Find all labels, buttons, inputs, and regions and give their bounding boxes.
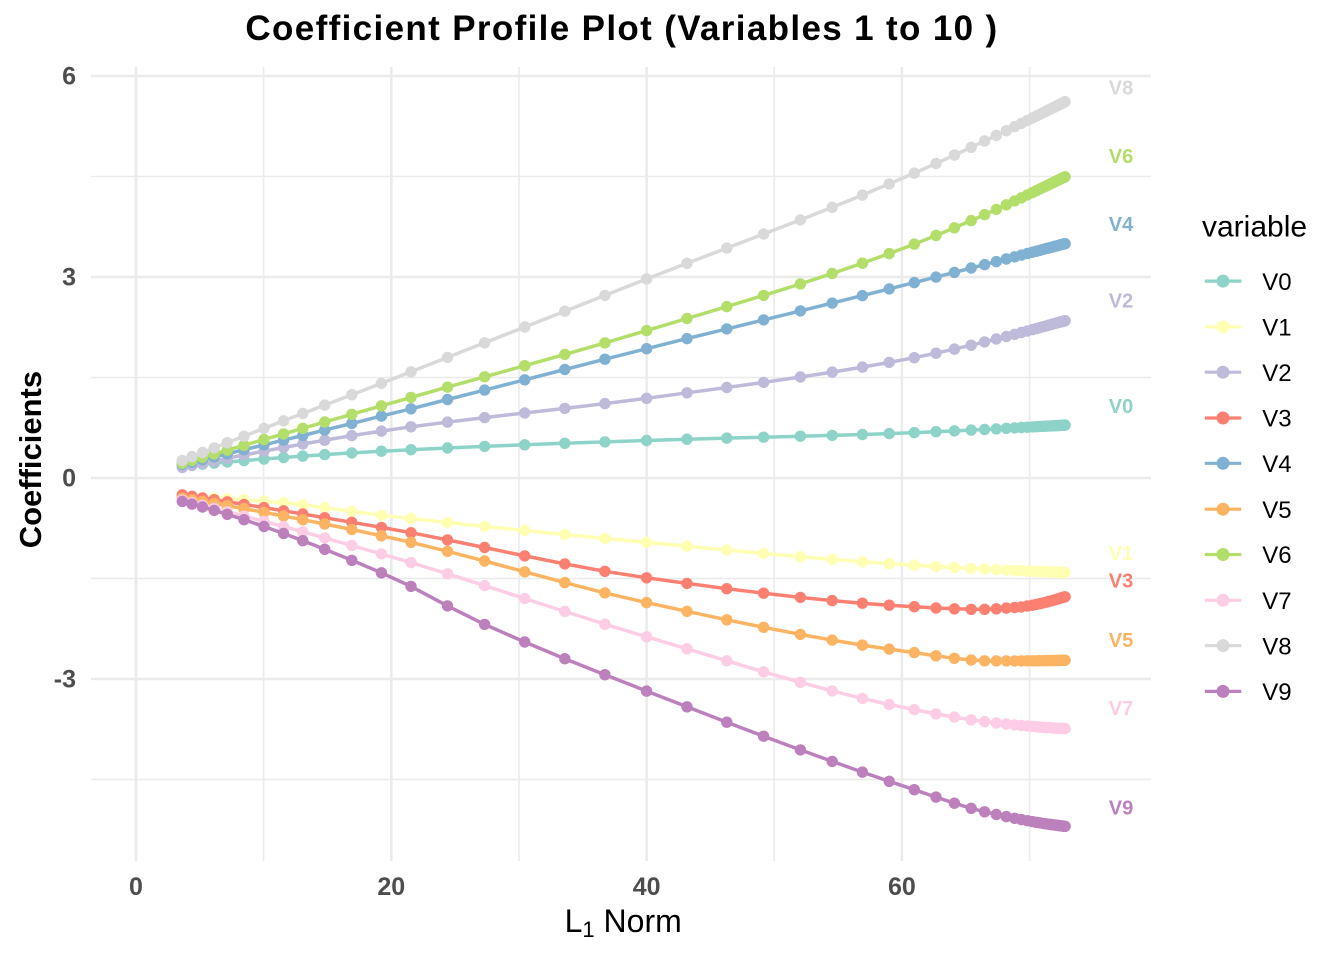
svg-text:0: 0: [62, 465, 76, 493]
svg-text:V1: V1: [1262, 315, 1291, 342]
svg-text:V9: V9: [1109, 797, 1133, 819]
svg-text:V3: V3: [1262, 406, 1291, 433]
svg-text:V9: V9: [1262, 679, 1291, 706]
svg-text:V6: V6: [1262, 542, 1291, 569]
svg-text:V5: V5: [1109, 630, 1133, 652]
svg-text:V4: V4: [1262, 451, 1291, 478]
svg-text:V8: V8: [1262, 633, 1291, 660]
svg-text:0: 0: [129, 873, 143, 901]
svg-text:V1: V1: [1109, 543, 1133, 565]
svg-text:V4: V4: [1109, 214, 1134, 236]
svg-text:3: 3: [62, 264, 76, 292]
svg-text:V0: V0: [1262, 269, 1291, 296]
svg-text:60: 60: [888, 873, 916, 901]
svg-text:V0: V0: [1109, 396, 1133, 418]
svg-text:V5: V5: [1262, 497, 1291, 524]
svg-text:40: 40: [633, 873, 661, 901]
svg-text:variable: variable: [1202, 211, 1307, 244]
svg-text:Coefficients: Coefficients: [13, 371, 48, 548]
svg-text:V6: V6: [1109, 146, 1133, 168]
svg-text:V2: V2: [1262, 360, 1291, 387]
svg-text:V7: V7: [1109, 698, 1133, 720]
svg-text:20: 20: [377, 873, 405, 901]
svg-text:V2: V2: [1109, 290, 1133, 312]
svg-text:V3: V3: [1109, 571, 1133, 593]
svg-text:V7: V7: [1262, 588, 1291, 615]
svg-text:L1 Norm: L1 Norm: [565, 903, 682, 942]
svg-text:V8: V8: [1109, 77, 1133, 99]
svg-text:-3: -3: [54, 666, 76, 694]
svg-text:6: 6: [62, 63, 76, 91]
svg-text:Coefficient Profile Plot (Vari: Coefficient Profile Plot (Variables 1 to…: [245, 9, 998, 48]
